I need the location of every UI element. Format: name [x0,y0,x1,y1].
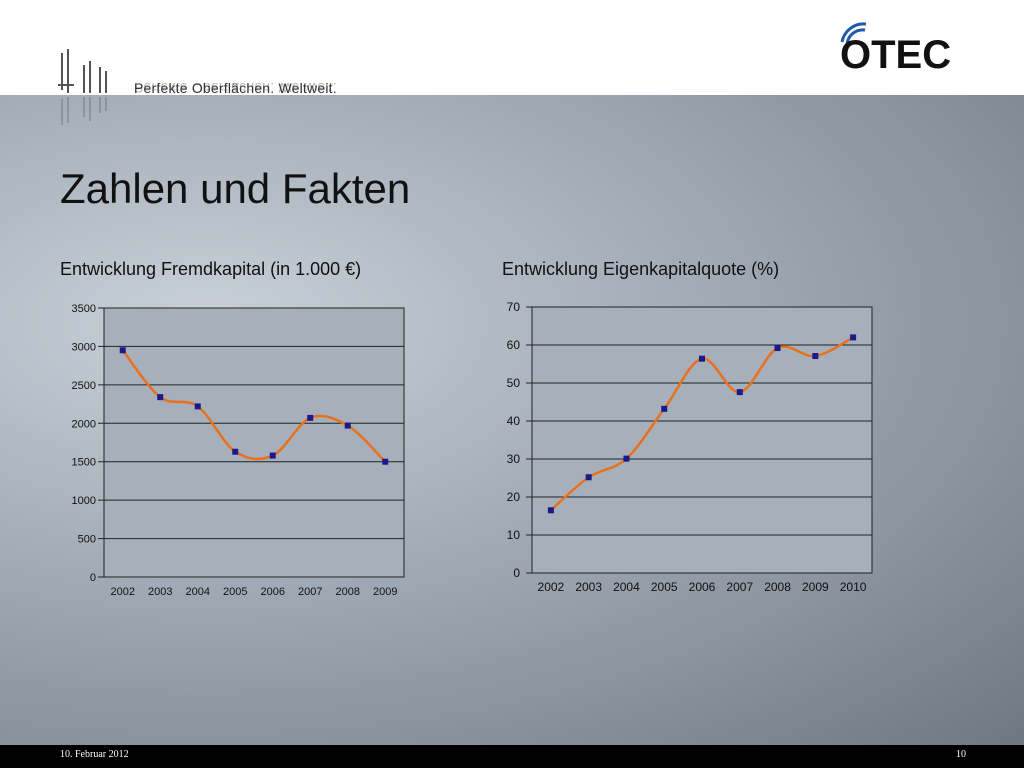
data-point [119,347,126,354]
data-point [382,458,389,465]
y-tick-label: 3500 [72,303,96,315]
data-point [232,448,239,455]
x-tick-label: 2006 [689,580,716,594]
data-point [269,452,276,459]
data-point [736,389,743,396]
x-tick-label: 2006 [261,586,285,598]
y-tick-label: 60 [507,338,521,352]
y-tick-label: 0 [513,566,520,580]
x-tick-label: 2008 [764,580,791,594]
slide-footer: 10. Februar 2012 10 [0,745,1024,768]
signal-arcs-icon [840,22,867,45]
data-point [623,455,630,462]
x-tick-label: 2004 [613,580,640,594]
data-point [307,414,314,421]
x-tick-label: 2002 [111,586,135,598]
data-point [699,355,705,362]
brand-name: OTEC [840,33,951,76]
y-tick-label: 1500 [72,457,96,469]
x-tick-label: 2005 [651,580,678,594]
data-point [194,403,201,410]
x-tick-label: 2008 [336,586,360,598]
chart-title-fremdkapital: Entwicklung Fremdkapital (in 1.000 €) [60,259,362,279]
x-tick-label: 2003 [148,586,172,598]
x-tick-label: 2009 [802,580,829,594]
series-line [121,349,387,463]
tools-logo-icon [58,49,107,125]
x-tick-label: 2009 [373,586,397,598]
data-point [812,353,819,360]
y-tick-label: 50 [507,376,521,390]
x-tick-label: 2002 [538,580,565,594]
tagline: Perfekte Oberflächen. Weltweit. [134,80,337,96]
y-tick-label: 500 [78,534,96,546]
footer-date: 10. Februar 2012 [60,749,129,760]
plot-area [103,307,405,578]
eigenkapitalquote-line-chart: 0 10 20 30 40 50 60 70 2002 2003 2004 2005 2006 2007 2… [507,300,873,594]
tagline-reflection: Perfekte Oberflächen. Weltweit. [134,80,337,96]
data-point [157,394,164,401]
y-tick-label: 2500 [72,380,96,392]
plot-area [531,306,873,574]
x-tick-label: 2010 [840,580,867,594]
page-title: Zahlen und Fakten [60,165,411,212]
x-tick-label: 2007 [298,586,322,598]
slide-header [0,0,1024,95]
y-tick-label: 40 [507,414,521,428]
x-tick-label: 2003 [575,580,602,594]
x-tick-label: 2007 [726,580,753,594]
data-point [547,507,554,514]
data-point [661,405,668,412]
chart-title-eigenkapitalquote: Entwicklung Eigenkapitalquote (%) [502,259,780,279]
fremdkapital-line-chart: 0 500 1000 1500 2000 2500 3000 3500 2002 2003 2004… [72,303,405,598]
data-point [774,345,781,352]
y-tick-label: 20 [507,490,521,504]
y-tick-label: 70 [507,300,521,314]
x-tick-label: 2004 [186,586,210,598]
y-tick-label: 10 [507,528,521,542]
y-tick-label: 30 [507,452,521,466]
data-point [850,334,857,341]
y-tick-label: 3000 [72,341,96,353]
y-tick-label: 2000 [72,418,96,430]
otec-logo: OTEC [840,22,951,76]
page-number: 10 [956,749,966,760]
x-tick-label: 2005 [223,586,247,598]
data-point [344,422,351,429]
y-tick-label: 1000 [72,495,96,507]
data-point [585,474,592,481]
y-tick-label: 0 [90,572,96,584]
